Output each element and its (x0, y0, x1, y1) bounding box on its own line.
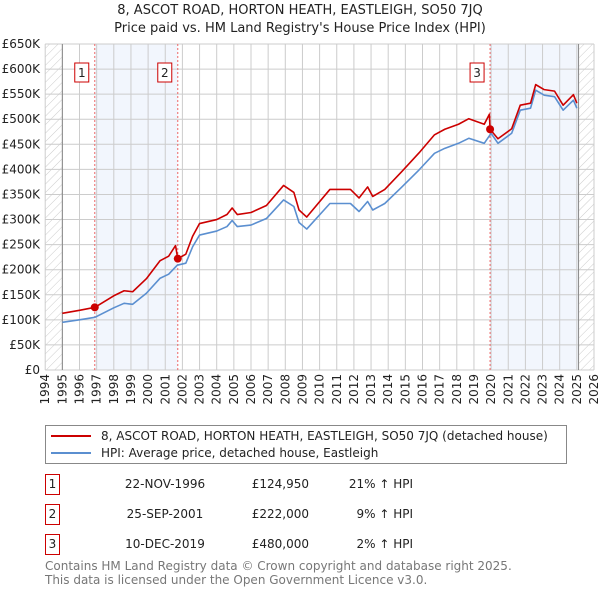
legend-label: HPI: Average price, detached house, East… (101, 446, 379, 460)
x-tick-label: 2022 (518, 374, 532, 405)
x-tick-label: 2025 (570, 374, 584, 405)
x-tick-label: 2018 (450, 374, 464, 405)
footer-licence: This data is licensed under the Open Gov… (45, 573, 428, 587)
y-tick-label: £350K (2, 187, 42, 201)
sale-label-number: 3 (473, 66, 481, 80)
y-tick-label: £200K (2, 263, 42, 277)
sale-number-badge: 3 (45, 534, 60, 555)
x-tick-label: 1997 (90, 374, 104, 405)
sale-price: £124,950 (251, 477, 309, 491)
y-tick-label: £650K (2, 37, 42, 51)
no-data-hatch (578, 44, 594, 370)
y-tick-label: £550K (2, 87, 42, 101)
chart-title-line1: 8, ASCOT ROAD, HORTON HEATH, EASTLEIGH, … (117, 3, 483, 18)
x-tick-label: 1995 (55, 374, 69, 405)
x-tick-label: 2019 (467, 374, 481, 405)
x-tick-label: 2008 (278, 374, 292, 405)
x-tick-label: 2012 (347, 374, 361, 405)
x-tick-label: 2021 (501, 374, 515, 405)
chart-title-line2: Price paid vs. HM Land Registry's House … (114, 21, 486, 36)
y-tick-label: £400K (2, 162, 42, 176)
sale-date: 10-DEC-2019 (125, 537, 205, 551)
x-tick-label: 1998 (107, 374, 121, 405)
y-tick-label: £500K (2, 112, 42, 126)
sale-label-box (469, 62, 485, 83)
x-tick-label: 2000 (141, 374, 155, 405)
x-tick-label: 2004 (210, 374, 224, 405)
sale-label-box (157, 62, 173, 83)
x-tick-label: 2024 (553, 374, 567, 405)
sale-date: 25-SEP-2001 (126, 507, 204, 521)
y-tick-label: £450K (2, 137, 42, 151)
x-tick-label: 2005 (227, 374, 241, 405)
x-tick-label: 2020 (484, 374, 498, 405)
sale-row: 1 22-NOV-1996 £124,950 21% ↑ HPI (45, 474, 413, 495)
x-tick-label: 2007 (261, 374, 275, 405)
sale-label-number: 2 (161, 66, 169, 80)
x-tick-label: 2014 (381, 374, 395, 405)
legend: 8, ASCOT ROAD, HORTON HEATH, EASTLEIGH, … (45, 425, 567, 464)
x-tick-label: 2015 (398, 374, 412, 405)
legend-swatch-blue (51, 452, 91, 454)
sale-point (486, 125, 495, 134)
x-tick-label: 2026 (587, 374, 600, 405)
sale-hpi-diff: 9% ↑ HPI (356, 507, 413, 521)
sale-label-box (74, 62, 90, 83)
ownership-band (490, 44, 579, 370)
sale-row: 2 25-SEP-2001 £222,000 9% ↑ HPI (45, 504, 413, 525)
x-tick-label: 2001 (158, 374, 172, 405)
y-tick-label: £0 (25, 363, 40, 377)
y-tick-label: £50K (9, 338, 41, 352)
y-tick-label: £600K (2, 62, 42, 76)
x-tick-label: 2023 (536, 374, 550, 405)
x-tick-label: 1996 (73, 374, 87, 405)
price-chart: 1994 1995 1996 1997 1998 1999 2000 2001 2002 2003… (2, 37, 600, 405)
y-tick-label: £150K (2, 288, 42, 302)
x-tick-label: 2006 (244, 374, 258, 405)
sale-number-badge: 2 (45, 504, 60, 525)
x-tick-label: 2009 (295, 374, 309, 405)
y-tick-label: £250K (2, 238, 42, 252)
x-tick-label: 2011 (330, 374, 344, 405)
ownership-band (94, 44, 178, 370)
x-tick-label: 2010 (313, 374, 327, 405)
legend-swatch-red (51, 435, 91, 437)
legend-item-property: 8, ASCOT ROAD, HORTON HEATH, EASTLEIGH, … (51, 428, 548, 444)
no-data-hatch (45, 44, 63, 370)
sale-point (173, 254, 182, 263)
sale-point (90, 303, 99, 312)
x-tick-label: 2003 (193, 374, 207, 405)
sale-number-badge: 1 (45, 474, 60, 495)
sale-price: £222,000 (251, 507, 309, 521)
footer-copyright: Contains HM Land Registry data © Crown c… (45, 559, 512, 573)
x-tick-label: 1994 (38, 374, 52, 405)
x-tick-label: 2017 (433, 374, 447, 405)
sale-hpi-diff: 2% ↑ HPI (356, 537, 413, 551)
x-tick-label: 1999 (124, 374, 138, 405)
hpi-series-line (62, 89, 578, 324)
x-tick-label: 2013 (364, 374, 378, 405)
sale-price: £480,000 (251, 537, 309, 551)
sale-label-number: 1 (78, 66, 86, 80)
property-series-line (62, 83, 578, 315)
sale-date: 22-NOV-1996 (124, 477, 206, 491)
x-tick-label: 2002 (175, 374, 189, 405)
legend-label: 8, ASCOT ROAD, HORTON HEATH, EASTLEIGH, … (101, 429, 548, 443)
x-tick-label: 2016 (416, 374, 430, 405)
legend-item-hpi: HPI: Average price, detached house, East… (51, 445, 378, 461)
sale-hpi-diff: 21% ↑ HPI (348, 477, 413, 491)
y-tick-label: £300K (2, 213, 42, 227)
y-tick-label: £100K (2, 313, 42, 327)
sale-row: 3 10-DEC-2019 £480,000 2% ↑ HPI (45, 534, 413, 555)
